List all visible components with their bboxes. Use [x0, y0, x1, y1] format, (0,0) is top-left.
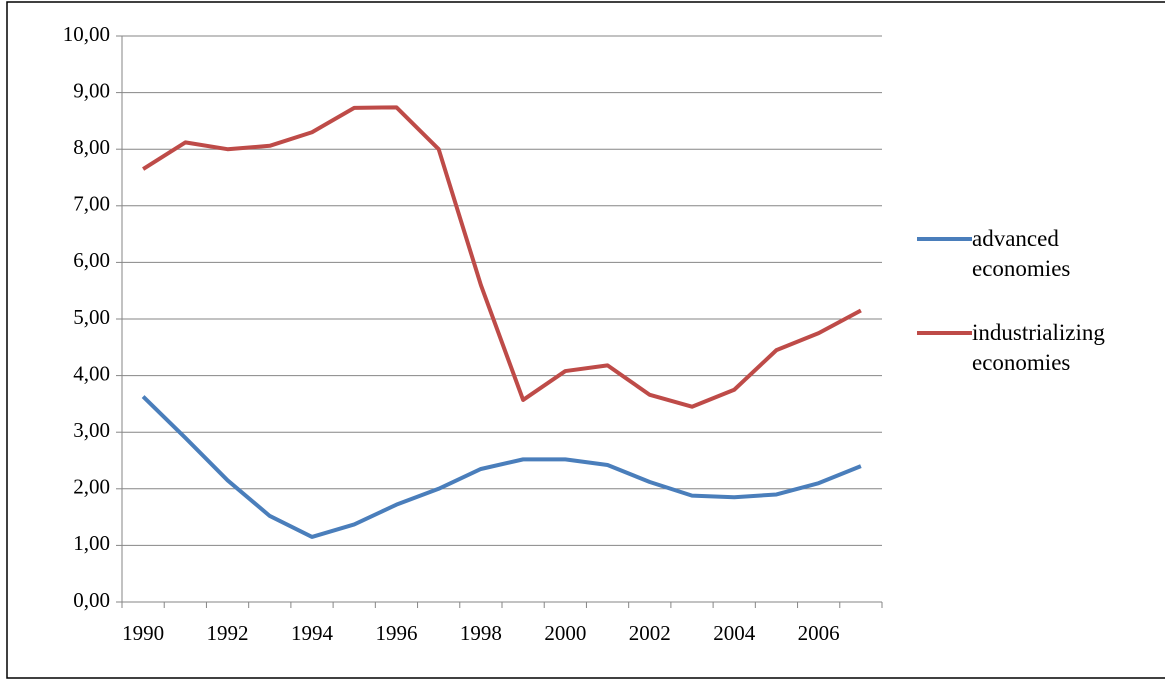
y-tick-label: 10,00: [63, 22, 110, 46]
y-tick-label: 4,00: [73, 361, 110, 385]
y-tick-label: 0,00: [73, 588, 110, 612]
y-tick-label: 6,00: [73, 248, 110, 272]
y-tick-label: 9,00: [73, 78, 110, 102]
x-tick-label: 1990: [122, 621, 164, 645]
series-line: [142, 105, 862, 409]
chart-border: [6, 1, 1165, 679]
y-tick-label: 8,00: [73, 135, 110, 159]
x-tick-label: 1996: [375, 621, 417, 645]
x-tick-label: 2006: [798, 621, 840, 645]
x-tick-label: 1992: [207, 621, 249, 645]
x-tick-label: 1998: [460, 621, 502, 645]
y-tick-label: 7,00: [73, 192, 110, 216]
x-tick-label: 2002: [629, 621, 671, 645]
series-line: [141, 395, 862, 539]
y-tick-label: 2,00: [73, 475, 110, 499]
legend-label: industrializing economies: [972, 320, 1105, 375]
y-tick-label: 3,00: [73, 418, 110, 442]
y-tick-label: 5,00: [73, 305, 110, 329]
y-tick-label: 1,00: [73, 531, 110, 555]
x-tick-label: 1994: [291, 621, 334, 645]
legend-label: advanced economies: [972, 226, 1071, 281]
x-tick-label: 2000: [544, 621, 586, 645]
x-tick-label: 2004: [713, 621, 756, 645]
